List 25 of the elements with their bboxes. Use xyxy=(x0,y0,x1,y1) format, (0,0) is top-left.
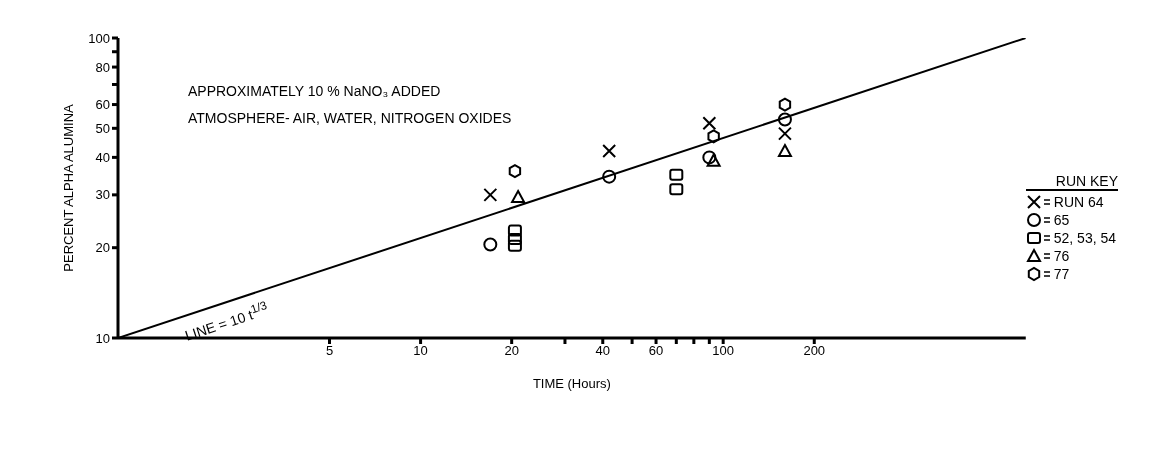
annotation: ATMOSPHERE- AIR, WATER, NITROGEN OXIDES xyxy=(188,110,512,126)
y-tick-label: 40 xyxy=(95,150,110,165)
x-tick-label: 200 xyxy=(803,343,826,359)
y-tick-label: 10 xyxy=(95,330,110,346)
legend-label: RUN 64 xyxy=(1053,194,1104,210)
y-axis-title: PERCENT ALPHA ALUMINA xyxy=(60,103,76,272)
x-tick-label: 40 xyxy=(595,343,610,359)
x-tick-label: 100 xyxy=(712,343,735,359)
y-tick-label: 100 xyxy=(88,30,110,46)
legend-title: RUN KEY xyxy=(1025,173,1118,191)
x-tick-label: 10 xyxy=(413,343,428,359)
annotation: APPROXIMATELY 10 % NaNO₃ ADDED xyxy=(188,83,441,99)
x-tick-label: 60 xyxy=(648,343,664,359)
legend-label: 76 xyxy=(1053,248,1070,264)
legend-label: 65 xyxy=(1053,212,1070,228)
legend-label: 52, 53, 54 xyxy=(1053,230,1117,246)
legend-label: 77 xyxy=(1053,266,1070,282)
y-tick-label: 50 xyxy=(95,120,110,136)
x-axis-title: TIME (Hours) xyxy=(532,376,611,391)
y-tick-label: 60 xyxy=(95,97,110,113)
y-tick-label: 20 xyxy=(95,240,110,256)
x-tick-label: 20 xyxy=(504,343,519,359)
y-tick-label: 30 xyxy=(95,187,110,203)
y-tick-label: 80 xyxy=(95,59,110,75)
x-tick-label: 5 xyxy=(325,343,334,359)
